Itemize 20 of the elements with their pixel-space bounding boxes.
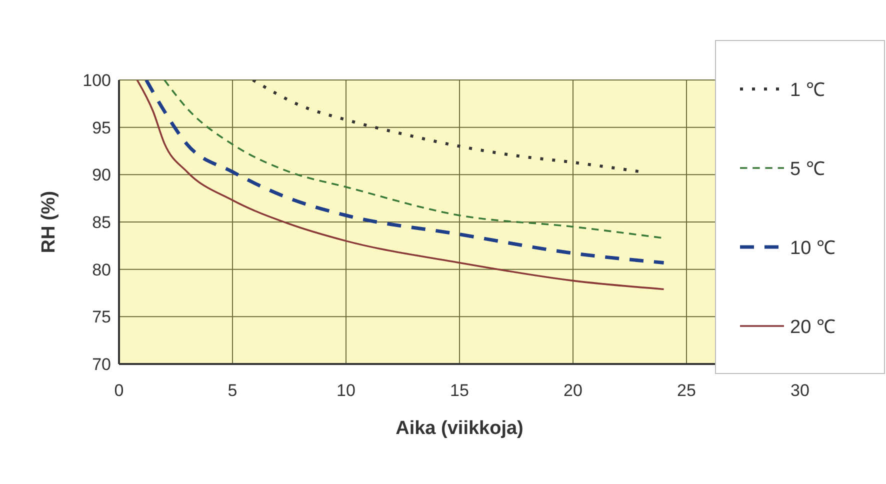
y-axis-title: RH (%) [38, 190, 60, 254]
legend-label: 20 ℃ [790, 316, 836, 338]
y-tick-label: 75 [92, 308, 111, 327]
x-tick-label: 20 [564, 381, 582, 400]
legend-label: 10 ℃ [790, 236, 836, 260]
y-tick-label: 80 [92, 260, 111, 280]
x-tick-label: 15 [450, 381, 469, 400]
legend-label: 1 ℃ [790, 78, 825, 102]
x-tick-label: 5 [228, 381, 238, 400]
y-tick-label: 95 [92, 118, 111, 138]
x-tick-label: 10 [336, 381, 356, 400]
y-tick-label: 90 [92, 166, 111, 185]
x-tick-label: 25 [677, 381, 696, 400]
y-tick-label: 100 [82, 71, 111, 90]
y-tick-label: 85 [92, 213, 111, 232]
y-tick-label: 70 [92, 355, 111, 374]
legend-label: 5 ℃ [790, 158, 825, 180]
x-tick-label: 30 [790, 381, 810, 400]
x-axis-title: Aika (viikkoja) [396, 418, 524, 439]
x-tick-label: 0 [114, 381, 124, 400]
